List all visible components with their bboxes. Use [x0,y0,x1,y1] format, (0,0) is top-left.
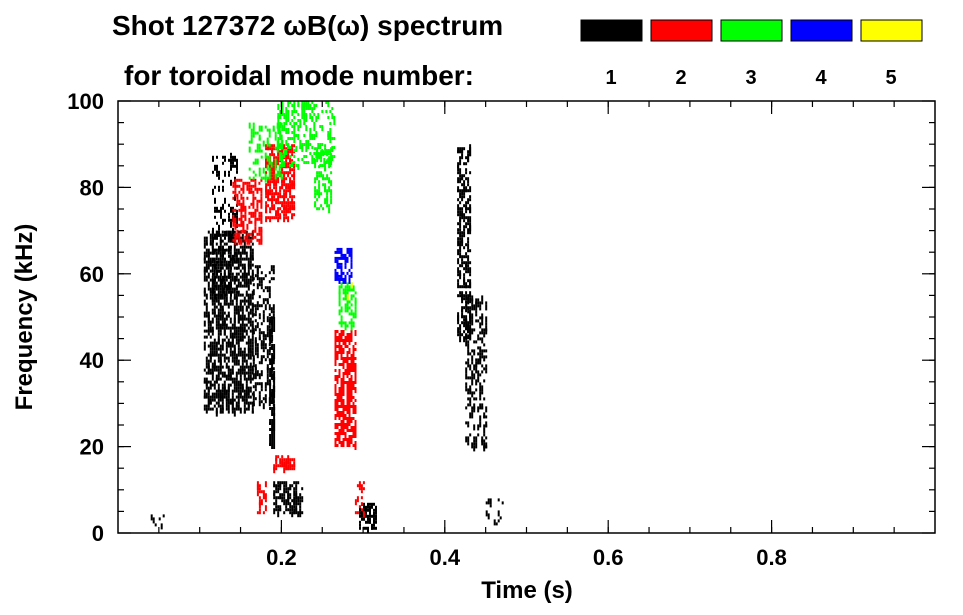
y-tick-label: 20 [80,435,104,460]
spectrum-region-mode-5 [346,282,353,301]
spectrum-region-mode-3 [277,101,336,170]
legend-label-4: 4 [815,67,827,89]
legend-swatch-5 [860,19,923,42]
spectrum-region-mode-3 [338,282,357,331]
spectrum-region-mode-1 [269,317,276,449]
legend-label-1: 1 [605,67,616,89]
x-axis-label: Time (s) [481,577,573,604]
spectrum-region-mode-1 [203,230,254,417]
spectrum-region-mode-3 [314,144,333,214]
legend-swatch-3 [720,19,783,42]
x-tick-label: 0.2 [266,545,297,570]
legend-label-2: 2 [675,67,686,89]
y-tick-label: 60 [80,262,104,287]
legend: 1 2 3 4 5 [580,19,923,89]
spectrum-region-mode-1 [485,498,504,526]
x-tick-label: 0.4 [430,545,461,570]
axes: 0.2 0.4 0.6 0.8 0 20 40 60 80 100 [67,89,935,570]
y-tick-label: 100 [67,89,104,114]
legend-label-3: 3 [745,67,756,89]
chart-subtitle: for toroidal mode number: [124,60,474,91]
spectrum-region-mode-1 [359,502,377,533]
spectrum-region-mode-1 [457,144,472,343]
spectrum-region-mode-3 [248,122,283,183]
x-tick-label: 0.8 [756,545,787,570]
spectrum-region-mode-2 [273,455,296,474]
spectrum-region-mode-2 [354,481,365,518]
y-axis-label: Frequency (kHz) [11,224,38,411]
spectrum-region-mode-2 [256,481,267,515]
spectrum-region-mode-1 [150,514,165,530]
legend-label-5: 5 [885,67,896,89]
legend-swatch-4 [790,19,853,42]
spectrum-region-mode-4 [334,247,353,284]
y-tick-label: 40 [80,348,104,373]
x-tick-label: 0.6 [593,545,624,570]
y-tick-label: 0 [92,521,104,546]
spectrum-region-mode-2 [334,330,357,450]
spectrum-region-mode-1 [273,481,304,518]
spectrum-region-mode-2 [232,178,263,245]
legend-swatch-2 [650,19,713,42]
chart-title: Shot 127372 ωB(ω) spectrum [112,10,503,41]
spectrum-region-mode-1 [465,295,488,452]
legend-swatch-1 [580,19,643,42]
y-tick-label: 80 [80,175,104,200]
spectrum-plot-area [150,101,504,533]
